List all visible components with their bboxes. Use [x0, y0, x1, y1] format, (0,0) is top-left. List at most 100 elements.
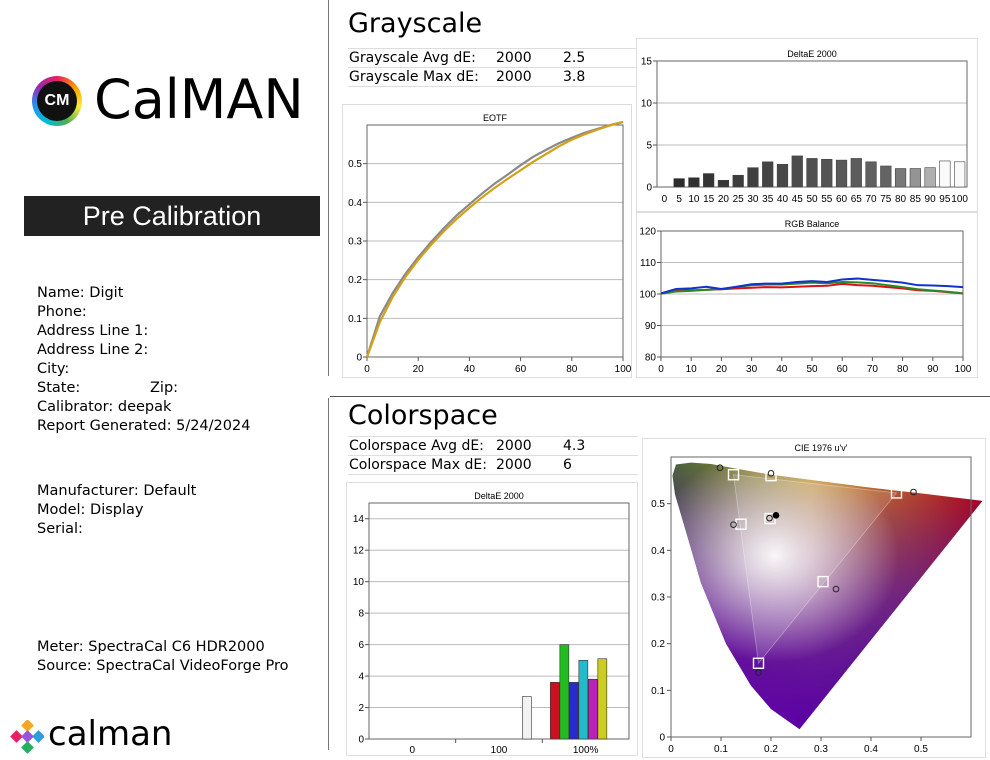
y-tick-label: 15 — [641, 57, 653, 68]
x-tick-label: 20 — [413, 364, 425, 375]
device-info: Manufacturer: Default Model: Display Ser… — [37, 482, 196, 539]
x-tick-label: 95 — [939, 194, 951, 205]
y-tick-label: 10 — [353, 577, 365, 588]
x-tick-label: 0 — [658, 364, 664, 375]
chart-title: EOTF — [483, 113, 508, 123]
y-tick-label: 10 — [641, 99, 653, 110]
chart-title: CIE 1976 u'v' — [795, 443, 848, 453]
x-tick-label: 0 — [662, 194, 668, 205]
meter-field: Meter: SpectraCal C6 HDR2000 — [37, 639, 265, 655]
y-tick-label: 4 — [358, 672, 364, 683]
logo-wordmark: CalMAN — [94, 68, 304, 131]
x-tick-label: 10 — [688, 194, 700, 205]
target-square — [764, 512, 776, 525]
model-field: Model: Display — [37, 502, 144, 518]
x-tick-label: 85 — [910, 194, 922, 205]
x-tick-label: 0.5 — [914, 744, 928, 755]
cs-delta-bar — [588, 678, 598, 740]
grayscale-delta-chart: DeltaE 2000 0 5 10 15 0 5 10 15 20 25 30 35 40 45 50 55 6… — [636, 38, 978, 212]
x-tick-label: 0 — [410, 745, 416, 755]
x-tick-label: 60 — [836, 194, 848, 205]
divider-vertical-top — [328, 0, 329, 376]
measured-point — [755, 669, 762, 676]
gs-delta-bar — [717, 179, 730, 188]
x-tick-label: 100 — [955, 364, 972, 375]
x-tick-label: 0.2 — [764, 744, 778, 755]
client-info: Name: Digit Phone: Address Line 1: Addre… — [37, 284, 250, 436]
city-field: City: — [37, 361, 70, 377]
rgb-series-line — [660, 277, 964, 295]
gs-delta-bar — [673, 178, 685, 188]
stat-value: 3.8 — [562, 67, 638, 87]
stat-standard: 2000 — [495, 48, 562, 68]
y-tick-label: 8 — [358, 609, 364, 620]
y-tick-label: 0.2 — [651, 639, 665, 650]
x-tick-label: 0 — [668, 744, 674, 755]
y-tick-label: 120 — [639, 227, 656, 238]
x-tick-label: 15 — [703, 194, 715, 205]
x-tick-label: 40 — [777, 194, 789, 205]
cs-delta-bar — [522, 696, 532, 740]
x-tick-label: 20 — [716, 364, 728, 375]
plot-frame — [368, 502, 630, 740]
y-tick-label: 0 — [659, 733, 665, 744]
colorspace-delta-chart: DeltaE 2000 0 2 4 6 8 10 12 14 0 100 100% — [346, 482, 638, 756]
x-tick-label: 100 — [615, 364, 631, 375]
x-tick-label: 0.1 — [714, 744, 728, 755]
y-tick-label: 0.4 — [348, 198, 362, 209]
report-title-banner: Pre Calibration — [24, 196, 320, 236]
y-tick-label: 90 — [645, 321, 657, 332]
x-tick-label: 20 — [718, 194, 730, 205]
stat-value: 4.3 — [562, 436, 638, 456]
cs-delta-bar — [597, 658, 608, 740]
y-tick-label: 0.4 — [651, 546, 665, 557]
x-tick-label: 10 — [686, 364, 698, 375]
colorspace-heading: Colorspace — [348, 400, 498, 431]
x-tick-label: 80 — [566, 364, 578, 375]
calman-logo: CM CalMAN — [32, 68, 322, 136]
measured-point — [767, 470, 775, 477]
phone-field: Phone: — [37, 304, 87, 320]
stat-value: 6 — [562, 455, 638, 475]
x-tick-label: 0 — [364, 364, 370, 375]
state-field: State: — [37, 380, 81, 396]
spectral-locus-white-shade — [672, 462, 983, 730]
y-tick-label: 0 — [358, 735, 364, 746]
stat-label: Grayscale Avg dE: — [348, 48, 495, 68]
gs-delta-bar — [880, 165, 892, 188]
name-field: Name: Digit — [37, 285, 124, 301]
y-tick-label: 0.3 — [651, 593, 665, 604]
y-tick-label: 0.1 — [348, 314, 362, 325]
measured-point — [766, 514, 773, 522]
rgb-balance-chart: RGB Balance 80 90 100 110 120 0 10 20 30 40 50 60 70 8… — [636, 212, 978, 378]
y-tick-label: 0.5 — [651, 499, 665, 510]
eotf-svg: EOTF 0 0.1 0.2 0.3 0.4 0.5 0 20 40 60 80 100 — [348, 113, 631, 375]
gs-delta-bar — [732, 174, 744, 188]
rgb-balance-svg: RGB Balance 80 90 100 110 120 0 10 20 30 40 50 60 70 8… — [639, 219, 972, 375]
eotf-chart: EOTF 0 0.1 0.2 0.3 0.4 0.5 0 20 40 60 80 100 — [342, 104, 632, 378]
target-square — [890, 487, 903, 499]
gs-delta-bar — [909, 168, 921, 188]
x-tick-label: 30 — [746, 364, 758, 375]
gs-delta-bar — [688, 177, 700, 188]
cie-svg: CIE 1976 u'v' 0 0.1 0.2 0.3 0.4 0.5 0 0.1 0.2 0.3 0… — [651, 443, 983, 755]
y-tick-label: 0.2 — [348, 275, 362, 286]
gs-delta-bar — [747, 167, 759, 188]
x-tick-label: 60 — [515, 364, 527, 375]
y-tick-label: 80 — [645, 353, 657, 364]
measured-point — [730, 521, 737, 528]
gs-delta-bar — [894, 168, 907, 188]
stat-label: Colorspace Max dE: — [348, 455, 495, 475]
stat-standard: 2000 — [495, 67, 562, 87]
stat-standard: 2000 — [495, 436, 562, 456]
gs-delta-bar — [762, 161, 774, 188]
rgb-series-line — [660, 281, 964, 295]
white-point-marker — [772, 512, 780, 519]
gs-delta-bar — [954, 161, 966, 188]
x-tick-label: 60 — [837, 364, 849, 375]
x-tick-label: 100 — [951, 194, 968, 205]
plot-frame — [670, 456, 972, 738]
gs-delta-bar — [850, 158, 862, 188]
stat-standard: 2000 — [495, 455, 562, 475]
colorspace-stats-table: Colorspace Avg dE: 2000 4.3 Colorspace M… — [348, 436, 638, 475]
